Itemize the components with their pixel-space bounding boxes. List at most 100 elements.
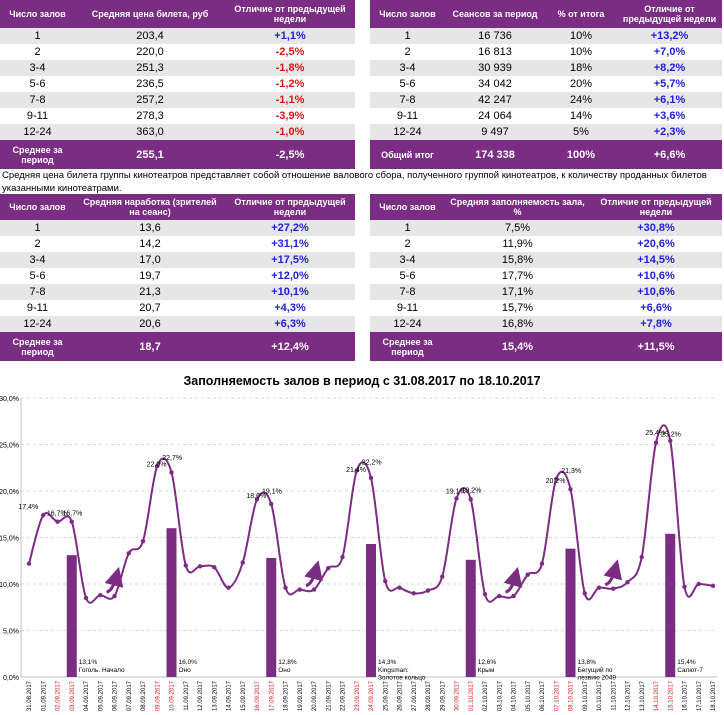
x-tick-label: 07.09.2017 (127, 680, 133, 711)
occupancy-line (28, 424, 714, 604)
table-row: 2 11,9% +20,6% (370, 236, 722, 252)
cell-share: 5% (545, 124, 617, 140)
x-tick-label: 08.10.2017 (569, 680, 575, 711)
x-tick-label: 21.09.2017 (326, 680, 332, 711)
data-point (454, 496, 459, 501)
trend-arrow-icon (603, 559, 623, 587)
data-point (269, 501, 274, 507)
cell-share: 20% (569, 78, 593, 90)
table-footer-row: Среднее за период 255,1 -2,5% (0, 140, 355, 169)
data-point (240, 560, 245, 565)
cell-value: 16,8% (445, 316, 590, 332)
cell-halls: 3-4 (0, 252, 75, 268)
table-footer-row: Среднее за период 18,7 +12,4% (0, 332, 355, 361)
table-row: 3-4 251,3 -1,8% (0, 60, 355, 76)
bar-film-label: Оно (278, 667, 291, 674)
data-point (155, 463, 160, 469)
data-point (183, 563, 188, 568)
col-header-price: Средняя цена билета, руб (75, 0, 225, 28)
footer-label: Среднее за период (370, 332, 445, 361)
bar-value-label: 12,8% (278, 659, 297, 666)
table-row: 9-11 24 064 14% +3,6% (370, 108, 722, 124)
x-tick-label: 02.09.2017 (56, 680, 62, 711)
trend-arrow-icon (104, 566, 124, 594)
bar-value-label: 13,8% (578, 659, 597, 666)
point-value-label: 22,2% (362, 460, 382, 467)
cell-share: 24% (545, 92, 617, 108)
cell-sessions: 34 042 (478, 78, 512, 90)
cell-halls: 2 (34, 238, 41, 250)
bar-film-label: Оно (179, 667, 192, 674)
bar (266, 557, 277, 677)
x-tick-label: 28.09.2017 (426, 680, 432, 711)
data-point (582, 591, 587, 596)
cell-halls: 1 (370, 28, 445, 44)
footer-change: -2,5% (225, 140, 355, 169)
x-tick-label: 16.10.2017 (683, 680, 689, 711)
table-row: 5-6 236,5 -1,2% (0, 76, 355, 92)
table-row: 1 203,4 +1,1% (0, 28, 355, 44)
cell-halls: 5-6 (29, 78, 46, 90)
cell-change: +6,1% (617, 92, 722, 108)
point-value-label: 21,4% (346, 467, 366, 474)
x-tick-label: 11.09.2017 (184, 680, 190, 710)
x-tick-label: 09.09.2017 (155, 680, 161, 711)
x-tick-label: 05.09.2017 (98, 680, 104, 711)
table-footer-row: Общий итог 174 338 100% +6,6% (370, 140, 722, 169)
cell-sessions: 9 497 (445, 124, 545, 140)
y-tick-label: 20,0% (0, 489, 19, 496)
table-row: 12-24 16,8% +7,8% (370, 316, 722, 332)
cell-change: -2,5% (275, 46, 305, 58)
x-tick-label: 14.10.2017 (654, 680, 660, 711)
data-point (468, 497, 473, 502)
x-tick-label: 12.09.2017 (198, 680, 204, 711)
point-value-label: 22,0% (147, 461, 167, 468)
table-row: 5-6 19,7 +12,0% (0, 268, 355, 284)
data-point (511, 593, 516, 599)
data-point (554, 476, 559, 482)
table-footer-row: Среднее за период 15,4% +11,5% (370, 332, 722, 361)
footer-label: Среднее за период (0, 140, 75, 169)
point-value-label: 19,2% (462, 487, 482, 494)
cell-value: 15,8% (445, 252, 590, 268)
table-row: 1 13,6 +27,2% (0, 220, 355, 236)
trend-arrow-icon (304, 560, 323, 588)
cell-value: 203,4 (75, 28, 225, 44)
ticket-price-table: Число залов Средняя цена билета, руб Отл… (0, 0, 355, 169)
bar-film-label: Бегущий по (578, 666, 613, 674)
data-point (226, 585, 231, 590)
table-row: 2 14,2 +31,1% (0, 236, 355, 252)
cell-halls: 7-8 (0, 92, 75, 108)
y-tick-label: 0,0% (3, 675, 19, 682)
col-header-halls: Число залов (370, 194, 445, 220)
data-point (254, 497, 260, 502)
data-point (212, 565, 217, 570)
cell-change: +30,8% (590, 220, 722, 236)
table-row: 12-24 20,6 +6,3% (0, 316, 355, 332)
cell-change: -3,9% (275, 110, 305, 122)
cell-halls: 1 (0, 220, 75, 236)
cell-change: -1,2% (275, 78, 305, 90)
x-tick-label: 08.09.2017 (141, 680, 147, 711)
data-point (696, 581, 701, 587)
footer-change: +11,5% (590, 332, 722, 361)
price-note: Средняя цена билета группы кинотеатров п… (2, 170, 707, 194)
cell-halls: 2 (404, 238, 411, 250)
cell-value: 278,3 (136, 110, 164, 122)
cell-change: +14,5% (590, 252, 722, 268)
cell-value: 257,2 (75, 92, 225, 108)
cell-sessions: 30 939 (445, 60, 545, 76)
point-value-label: 16,7% (47, 511, 67, 518)
col-header-change: Отличие от предыдущей недели (617, 0, 722, 28)
data-point (140, 539, 146, 544)
table-row: 7-8 42 247 24% +6,1% (370, 92, 722, 108)
x-tick-label: 01.09.2017 (41, 680, 47, 711)
cell-halls: 3-4 (370, 252, 445, 268)
cell-share: 18% (545, 60, 617, 76)
cell-value: 20,6 (75, 316, 225, 332)
data-point (112, 593, 117, 599)
footer-value: 18,7 (75, 332, 225, 361)
table-row: 1 16 736 10% +13,2% (370, 28, 722, 44)
cell-change: +5,7% (653, 78, 686, 90)
col-header-halls: Число залов (0, 0, 75, 28)
